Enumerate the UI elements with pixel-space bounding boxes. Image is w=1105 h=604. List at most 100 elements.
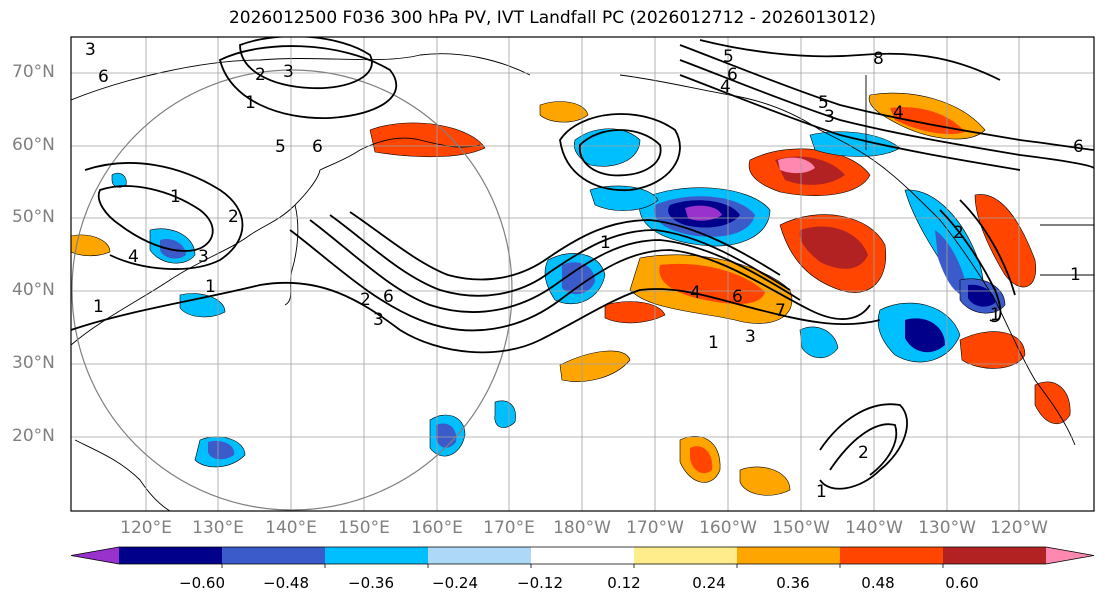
colorbar-tick-label: 0.24 bbox=[692, 574, 726, 592]
colorbar-extend-high bbox=[1046, 547, 1094, 564]
lat-label-50n: 50°N bbox=[12, 207, 55, 227]
colorbar-outline bbox=[70, 546, 1095, 565]
contour-label: 1 bbox=[708, 333, 719, 353]
lon-label: 150°E bbox=[338, 518, 390, 538]
negative-anomaly-small-2 bbox=[111, 172, 127, 188]
graticule bbox=[71, 37, 1094, 511]
negative-anomaly-kamchatka bbox=[589, 185, 659, 211]
positive-anomaly-south bbox=[739, 466, 791, 496]
colorbar-tick-label: −0.48 bbox=[263, 574, 309, 592]
contour-label: 6 bbox=[383, 287, 394, 307]
positive-anomaly-west-coast bbox=[974, 194, 1037, 288]
contour-label: 8 bbox=[873, 49, 884, 69]
lon-label: 160°W bbox=[699, 518, 757, 538]
negative-anomaly-subtropical-east bbox=[799, 326, 839, 359]
negative-anomaly-north-pacific-peak bbox=[685, 205, 722, 221]
contour-label: 2 bbox=[360, 290, 371, 310]
map-title: 2026012500 F036 300 hPa PV, IVT Landfall… bbox=[228, 8, 876, 28]
lon-label: 150°W bbox=[772, 518, 830, 538]
contour-label: 5 bbox=[818, 93, 829, 113]
reference-circle bbox=[71, 69, 513, 511]
contour-label: 6 bbox=[1073, 137, 1084, 157]
positive-anomaly-bering bbox=[369, 122, 486, 158]
positive-anomaly-east-pacific bbox=[559, 350, 631, 382]
lon-label: 170°W bbox=[626, 518, 684, 538]
contour-label: 5 bbox=[275, 137, 286, 157]
lat-label-40n: 40°N bbox=[12, 280, 55, 300]
lon-label: 180°W bbox=[553, 518, 611, 538]
colorbar-tick-label: −0.60 bbox=[179, 574, 225, 592]
contour-label: 3 bbox=[85, 40, 96, 60]
contour-label: 3 bbox=[198, 247, 209, 267]
colorbar bbox=[70, 546, 1095, 568]
negative-anomaly-mid-pacific-core bbox=[562, 262, 595, 295]
lon-label: 130°W bbox=[918, 518, 976, 538]
contour-label: 4 bbox=[128, 247, 139, 267]
contour-label: 2 bbox=[953, 223, 964, 243]
contour-label: 2 bbox=[228, 207, 239, 227]
colorbar-tick-label: −0.36 bbox=[348, 574, 394, 592]
lon-label: 120°E bbox=[120, 518, 172, 538]
colorbar-segment bbox=[737, 547, 841, 564]
negative-anomaly-japan-sea-core bbox=[160, 238, 186, 259]
contour-label: 4 bbox=[893, 103, 904, 123]
contour-label: 6 bbox=[732, 287, 743, 307]
negative-anomaly-small-1 bbox=[494, 400, 516, 428]
contour-label: 4 bbox=[690, 283, 701, 303]
contour-label: 2 bbox=[858, 443, 869, 463]
contour-label: 3 bbox=[824, 107, 835, 127]
colorbar-segment bbox=[943, 547, 1047, 564]
colorbar-segment bbox=[840, 547, 944, 564]
lon-label: 170°E bbox=[483, 518, 535, 538]
colorbar-segment bbox=[222, 547, 326, 564]
positive-anomaly-central-pacific-core bbox=[659, 263, 765, 304]
contour-label: 1 bbox=[600, 233, 611, 253]
colorbar-tick-label: 0.60 bbox=[945, 574, 979, 592]
positive-anomaly-east-asia bbox=[71, 234, 111, 257]
lat-label-60n: 60°N bbox=[12, 135, 55, 155]
positive-anomaly-alaska-peak bbox=[778, 157, 815, 174]
contour-label: 1 bbox=[1070, 265, 1081, 285]
negative-anomaly-bering-sea bbox=[573, 128, 641, 167]
map-plot-area: 3 6 2 3 1 5 6 1 2 4 1 3 1 2 6 3 1 4 6 7 … bbox=[71, 37, 1094, 511]
contour-label: 3 bbox=[745, 327, 756, 347]
contour-label: 5 bbox=[723, 47, 734, 67]
contour-label: 1 bbox=[170, 187, 181, 207]
contour-label: 3 bbox=[283, 62, 294, 82]
colorbar-segment bbox=[428, 547, 532, 564]
contour-label: 6 bbox=[98, 67, 109, 87]
positive-anomaly-bering-small bbox=[539, 101, 589, 123]
contour-label: 6 bbox=[727, 65, 738, 85]
colorbar-tick-label: −0.12 bbox=[517, 574, 563, 592]
negative-anomaly-subtropical-west-core bbox=[208, 440, 235, 460]
colorbar-tick-label: 0.48 bbox=[861, 574, 895, 592]
colorbar-extend-low bbox=[71, 547, 119, 564]
contour-labels: 3 6 2 3 1 5 6 1 2 4 1 3 1 2 6 3 1 4 6 7 … bbox=[85, 40, 1084, 502]
lon-label: 160°E bbox=[411, 518, 463, 538]
colorbar-tick-label: −0.24 bbox=[432, 574, 478, 592]
contour-label: 1 bbox=[245, 93, 256, 113]
lon-label: 140°E bbox=[265, 518, 317, 538]
contour-label: 1 bbox=[816, 482, 827, 502]
lon-label: 130°E bbox=[192, 518, 244, 538]
contour-label: 2 bbox=[255, 65, 266, 85]
shaded-anomaly-field bbox=[71, 92, 1071, 496]
lat-label-70n: 70°N bbox=[12, 62, 55, 82]
negative-anomaly-coast-core bbox=[968, 284, 996, 307]
colorbar-segment bbox=[634, 547, 738, 564]
contour-label: 1 bbox=[93, 297, 104, 317]
lat-label-30n: 30°N bbox=[12, 353, 55, 373]
contour-label: 1 bbox=[990, 305, 1001, 325]
plot-frame bbox=[70, 36, 1095, 512]
pv-contours bbox=[71, 37, 1094, 490]
negative-anomaly-east-core bbox=[905, 318, 945, 353]
positive-anomaly-california bbox=[959, 331, 1026, 369]
colorbar-segment bbox=[119, 547, 223, 564]
positive-anomaly-kuroshio bbox=[604, 301, 666, 324]
colorbar-segment bbox=[531, 547, 635, 564]
lat-label-20n: 20°N bbox=[12, 426, 55, 446]
lon-label: 120°W bbox=[990, 518, 1048, 538]
contour-label: 4 bbox=[720, 77, 731, 97]
contour-label: 7 bbox=[775, 301, 786, 321]
